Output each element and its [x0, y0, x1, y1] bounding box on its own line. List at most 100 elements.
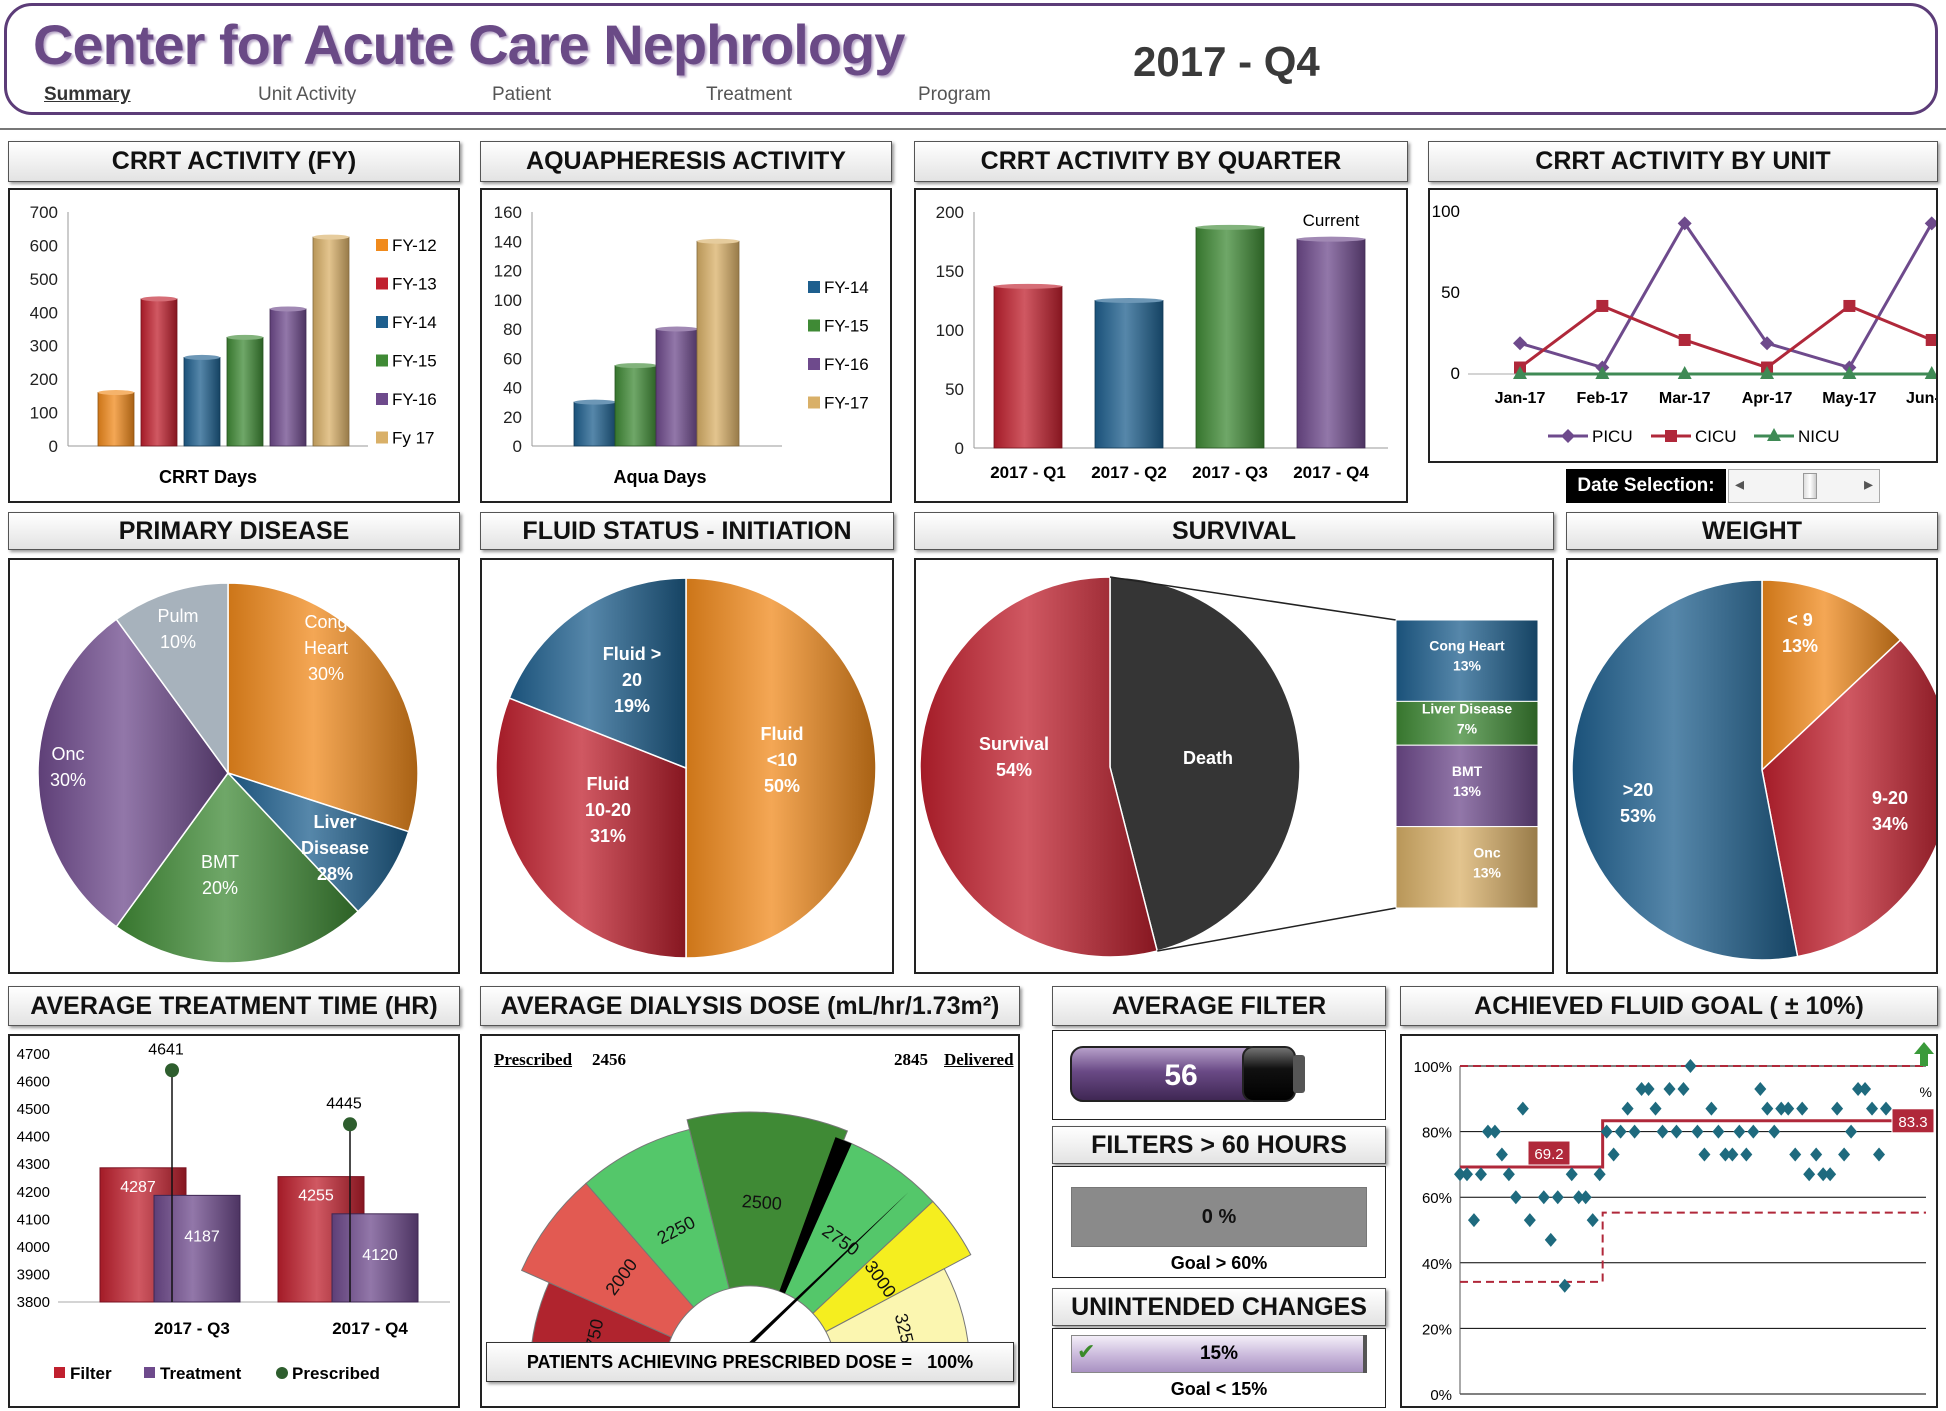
- weight-panel: < 9 13% 9-20 34% >20 53%: [1566, 558, 1946, 974]
- crrt-quarter-bar: [1296, 238, 1366, 449]
- crrt-unit-ytick: 50: [1441, 283, 1460, 302]
- crrt-unit-ytick: 100: [1432, 202, 1460, 221]
- treatment-time-filter-label: 4287: [120, 1179, 156, 1196]
- dose-gauge-marker: [779, 1137, 852, 1294]
- crrt-unit-title: CRRT ACTIVITY BY UNIT: [1428, 141, 1938, 182]
- fluid-goal-chart: 100% 80% 60% 40% 20% 0% 69.2 83.3%: [1414, 1042, 1935, 1404]
- fluid-status-slice: [508, 577, 687, 770]
- crrt-fy-chart: 700 600 500 400 300 200 100 0 CRRT Days FY-12 FY-1…: [30, 203, 437, 487]
- aqua-ytick: 160: [494, 203, 522, 222]
- treatment-time-xtick: 2017 - Q3: [154, 1319, 230, 1338]
- treatment-time-chart: 4700 4600 4500 4400 4300 4200 4100 4000 3900 3800…: [17, 1041, 450, 1383]
- fluid-status-label: 31%: [590, 826, 626, 846]
- fluid-goal-point: [1565, 1167, 1578, 1182]
- treatment-time-ytick: 4500: [17, 1101, 50, 1118]
- aqua-bar-top: [574, 399, 616, 405]
- date-selection-slider[interactable]: ◂ ▸: [1728, 469, 1880, 503]
- fluid-goal-point: [1775, 1101, 1788, 1116]
- aqua-legend-swatch: [808, 358, 820, 370]
- delivered-label: Delivered: [944, 1050, 1014, 1069]
- treatment-time-prescribed-label: 4445: [326, 1095, 362, 1112]
- unintended-value: 15%: [1071, 1335, 1367, 1373]
- fluid-goal-point: [1523, 1213, 1536, 1228]
- fluid-goal-pct-symbol: %: [1920, 1084, 1932, 1100]
- slider-right-arrow[interactable]: ▸: [1863, 474, 1873, 494]
- crrt-unit-legend-marker: [1561, 429, 1575, 443]
- treatment-time-legend-swatch: [144, 1367, 155, 1378]
- fluid-status-title: FLUID STATUS - INITIATION: [480, 512, 894, 550]
- primary-disease-label: Onc: [51, 744, 84, 764]
- crrt-unit-xtick: Jan-17: [1495, 390, 1546, 407]
- crrt-quarter-ytick: 100: [936, 321, 964, 340]
- crrt-fy-bar-top: [313, 234, 349, 240]
- fluid-goal-panel: 100% 80% 60% 40% 20% 0% 69.2 83.3%: [1400, 1034, 1938, 1408]
- crrt-unit-point: [1760, 366, 1775, 379]
- crrt-fy-ytick: 600: [30, 236, 58, 255]
- fluid-goal-point: [1838, 1147, 1851, 1162]
- crrt-quarter-bar: [1094, 300, 1164, 449]
- fluid-goal-ytick: 60%: [1422, 1190, 1452, 1207]
- fluid-goal-point: [1677, 1081, 1690, 1096]
- crrt-fy-legend-swatch: [376, 354, 388, 367]
- fluid-goal-point: [1782, 1101, 1795, 1116]
- treatment-time-legend-swatch: [54, 1367, 65, 1378]
- fluid-goal-point: [1454, 1167, 1466, 1182]
- aqua-ytick: 100: [494, 291, 522, 310]
- treatment-time-ytick: 4600: [17, 1074, 50, 1091]
- crrt-fy-bar: [140, 298, 178, 447]
- crrt-quarter-xtick: 2017 - Q4: [1293, 463, 1369, 482]
- survival-breakdown-label: 7%: [1457, 720, 1478, 736]
- aqua-ytick: 60: [503, 349, 522, 368]
- treatment-time-treatment-label: 4120: [362, 1247, 398, 1264]
- crrt-fy-legend-swatch: [376, 239, 388, 251]
- crrt-fy-ytick: 0: [49, 437, 58, 456]
- survival-breakdown-label: 13%: [1453, 658, 1482, 674]
- tab-patient[interactable]: Patient: [492, 84, 552, 105]
- tab-summary[interactable]: Summary: [44, 84, 131, 105]
- crrt-quarter-annotation: Current: [1303, 211, 1360, 230]
- crrt-unit-legend-marker: [1767, 428, 1781, 441]
- fluid-status-slice: [495, 697, 687, 959]
- fluid-goal-point: [1509, 1190, 1522, 1205]
- fluid-goal-point: [1670, 1124, 1683, 1139]
- unintended-marker: [1363, 1335, 1367, 1373]
- tab-program[interactable]: Program: [918, 84, 991, 105]
- fluid-status-label: 20: [622, 670, 642, 690]
- crrt-unit-xtick: Apr-17: [1742, 390, 1793, 407]
- treatment-time-title: AVERAGE TREATMENT TIME (HR): [8, 986, 460, 1026]
- primary-disease-label: 28%: [317, 864, 353, 884]
- fluid-goal-point: [1544, 1232, 1557, 1247]
- avg-filter-value: 56: [1164, 1059, 1197, 1092]
- fluid-goal-point: [1705, 1101, 1718, 1116]
- fluid-status-label: 19%: [614, 696, 650, 716]
- crrt-unit-line-cicu: [1519, 304, 1933, 370]
- crrt-quarter-ytick: 0: [955, 439, 964, 458]
- survival-breakdown-segment: [1395, 826, 1539, 909]
- crrt-quarter-bar: [993, 285, 1063, 449]
- crrt-fy-bar-top: [141, 296, 177, 302]
- crrt-quarter-bar-top: [994, 283, 1062, 289]
- crrt-fy-panel: 700 600 500 400 300 200 100 0 CRRT Days FY-12 FY-1…: [8, 188, 460, 503]
- crrt-unit-ytick: 0: [1451, 364, 1460, 383]
- survival-label: 54%: [996, 760, 1032, 780]
- battery-cap: [1293, 1055, 1305, 1093]
- survival-label: Survival: [979, 734, 1049, 754]
- aqua-chart: 160 140 120 100 80 60 40 20 0 Aqua Days FY-14 FY-15…: [494, 203, 869, 487]
- delivered-value: 2845: [894, 1050, 928, 1069]
- fluid-status-label: 50%: [764, 776, 800, 796]
- aqua-ytick: 0: [513, 437, 522, 456]
- fluid-goal-point: [1614, 1124, 1627, 1139]
- check-icon: ✔: [1077, 1339, 1096, 1364]
- slider-thumb[interactable]: [1803, 473, 1817, 499]
- slider-left-arrow[interactable]: ◂: [1735, 474, 1745, 494]
- treatment-time-ytick: 4700: [17, 1046, 50, 1063]
- crrt-quarter-title: CRRT ACTIVITY BY QUARTER: [914, 141, 1408, 182]
- tab-unit-activity[interactable]: Unit Activity: [258, 84, 357, 105]
- fluid-goal-point: [1656, 1124, 1669, 1139]
- filter-battery: 56: [1070, 1046, 1305, 1102]
- trend-up-arrow-icon: [1914, 1042, 1934, 1066]
- tab-treatment[interactable]: Treatment: [706, 84, 792, 105]
- fluid-goal-point: [1852, 1081, 1865, 1096]
- primary-disease-label: 20%: [202, 878, 238, 898]
